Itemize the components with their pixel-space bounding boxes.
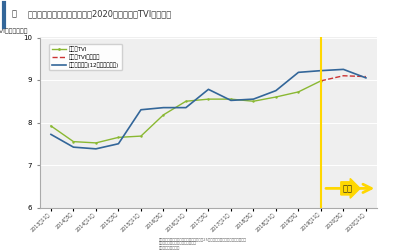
Text: 大阪府の需給ギャップ推移と2020年の空室率TVI推移予測: 大阪府の需給ギャップ推移と2020年の空室率TVI推移予測 <box>28 9 172 18</box>
Text: TVI（ポイント）: TVI（ポイント） <box>0 28 28 34</box>
Text: 予測: 予測 <box>343 184 353 193</box>
Text: 出所：国勢調査、住宅地本台帳汽籍、平成25年度住宅・土地統計調査（総務省）
　　　住宅着工統計（国土交通省）
分析：株式会社タス: 出所：国勢調査、住宅地本台帳汽籍、平成25年度住宅・土地統計調査（総務省） 住宅… <box>159 237 247 250</box>
Legend: 空室率TVI, 空室率TVI推移予測, 需給ギャップ(12か月移動平均): 空室率TVI, 空室率TVI推移予測, 需給ギャップ(12か月移動平均) <box>49 44 122 70</box>
Text: 図: 図 <box>12 9 17 18</box>
